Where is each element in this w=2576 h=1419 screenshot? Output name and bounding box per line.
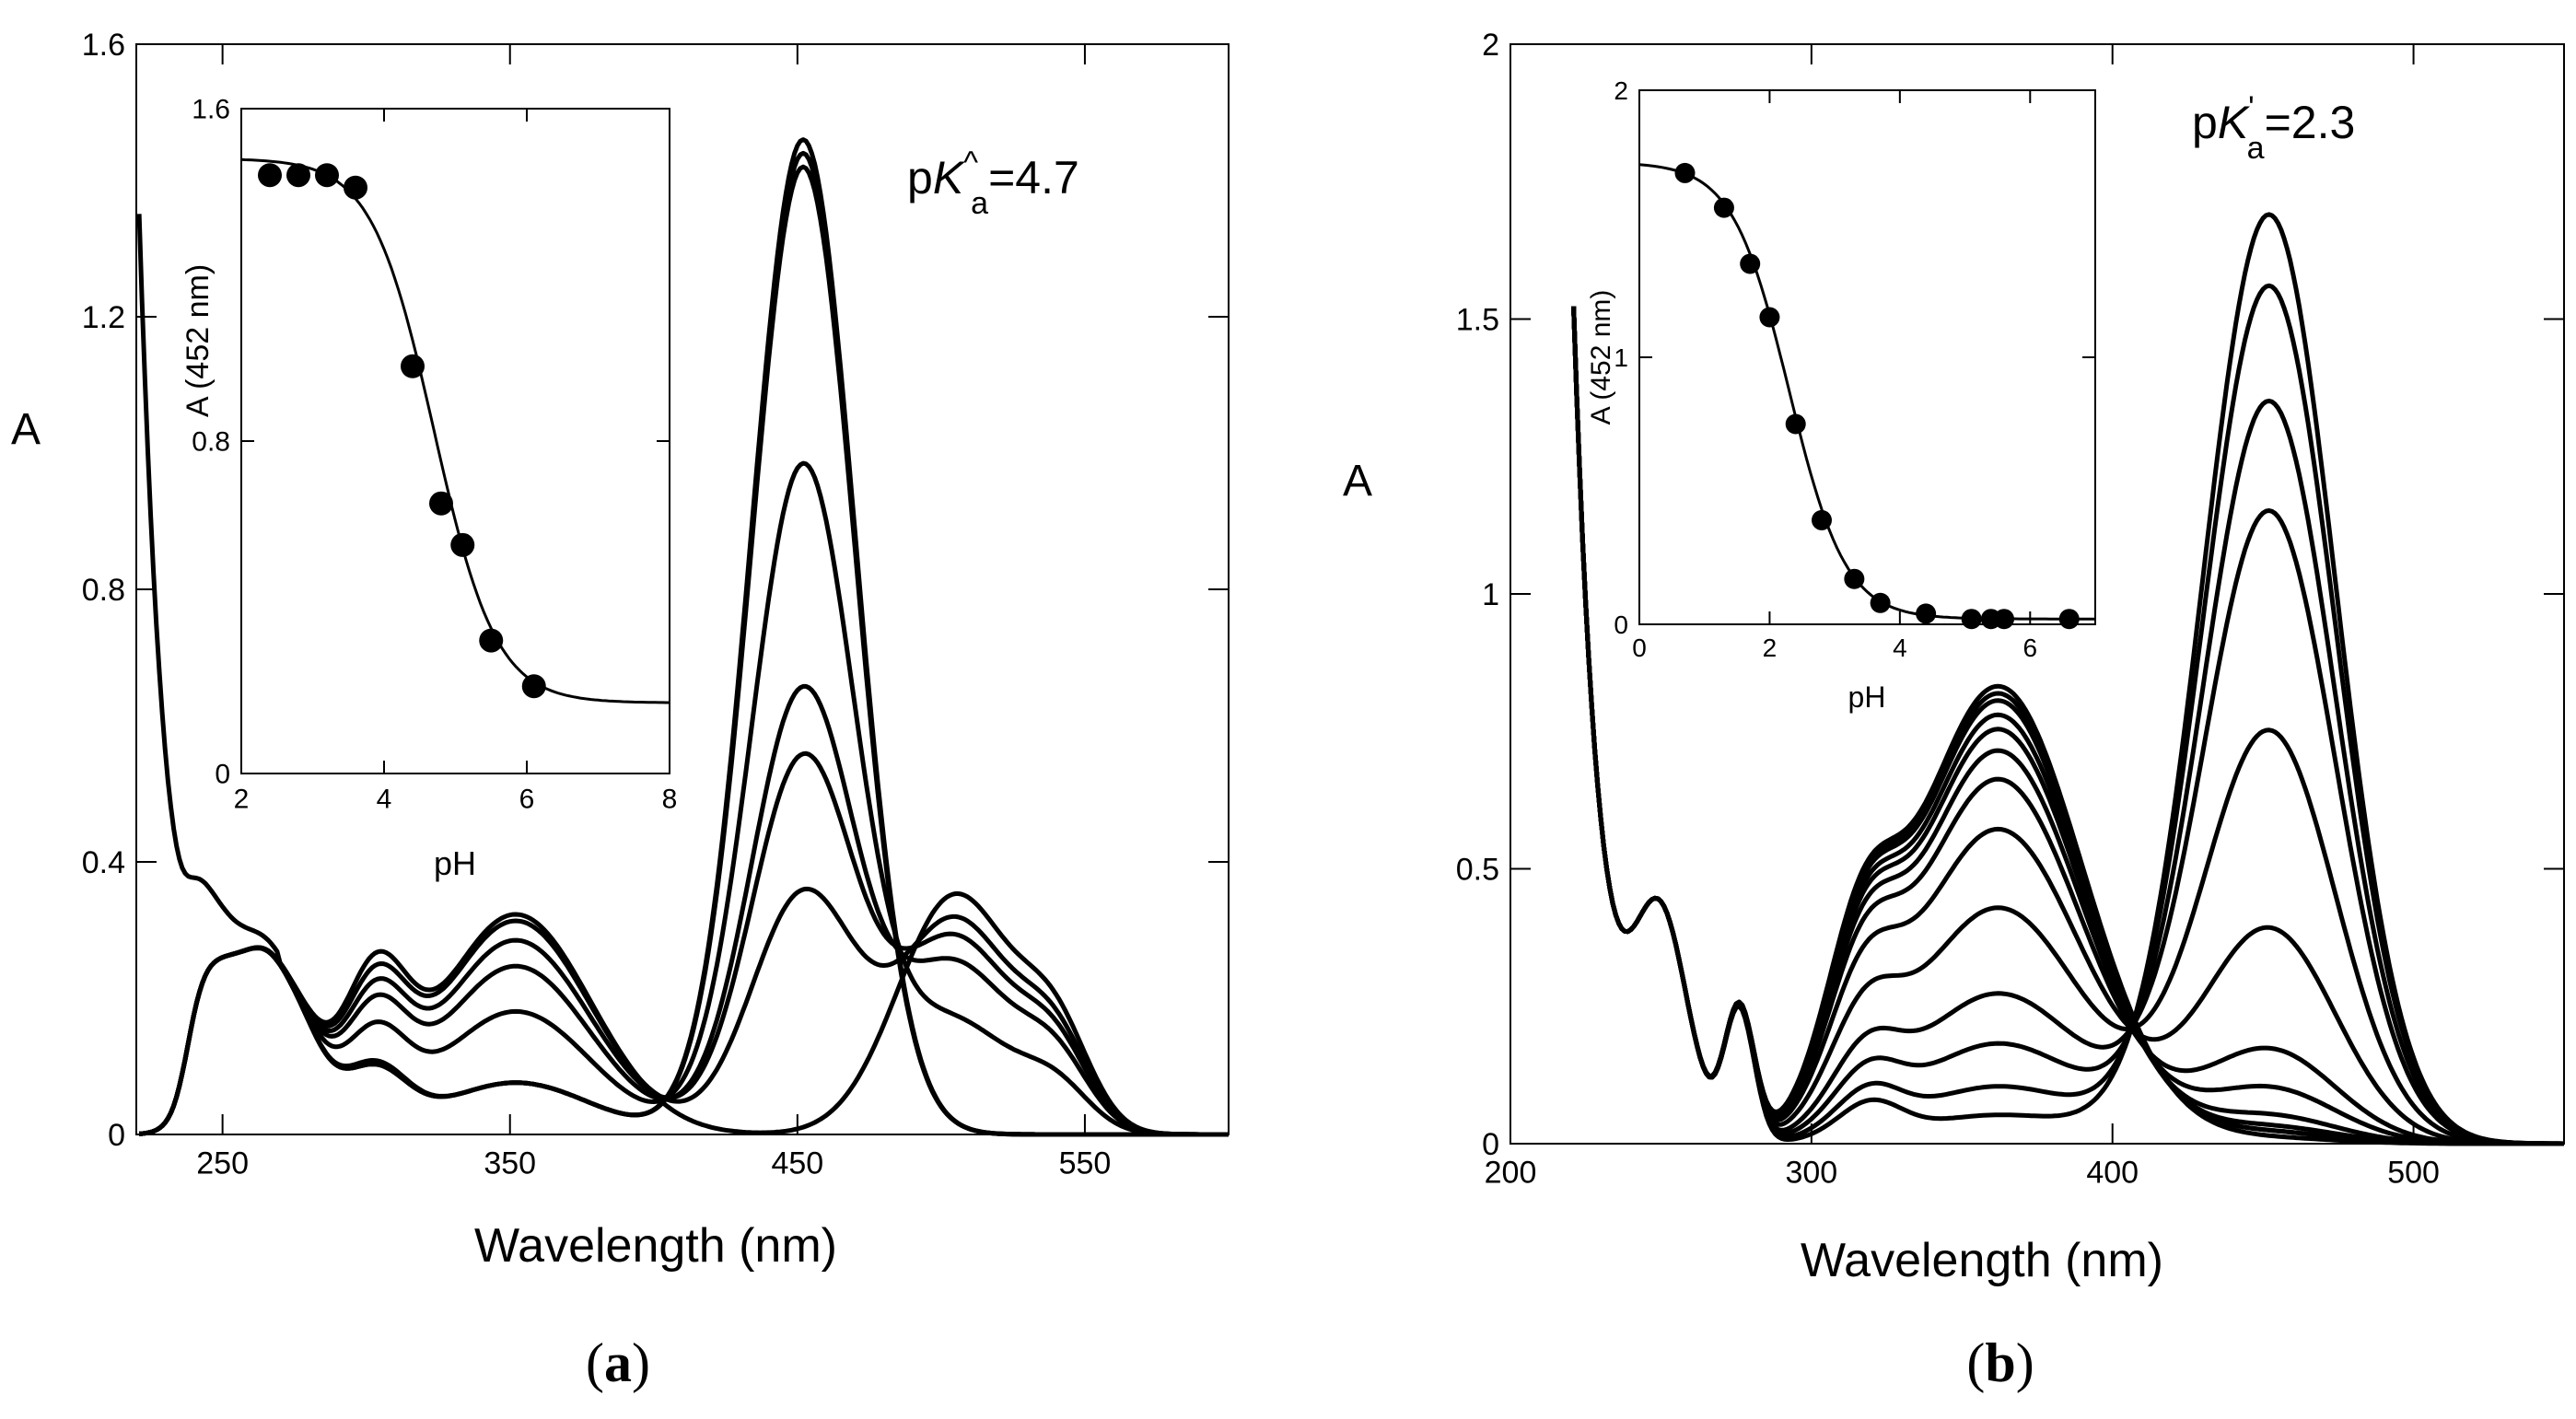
panel-b-inset-data-point xyxy=(1785,413,1806,435)
panel-a-y-label: A xyxy=(11,405,41,454)
panel-b-inset-y-tick-label: 2 xyxy=(1614,76,1628,105)
panel-a-inset-x-tick-label: 8 xyxy=(662,785,678,815)
panel-a-inset-x-label: pH xyxy=(434,844,476,882)
panel-a-inset-fit-curve xyxy=(240,157,670,704)
panel-b-inset-x-tick-label: 6 xyxy=(2022,634,2037,662)
panel-a-inset: 0 0.8 1.6 2 4 6 8 A (452 nm) pH xyxy=(181,95,677,883)
panel-a-inset-data-point xyxy=(450,532,475,557)
panel-b-inset-data-point xyxy=(1844,568,1865,589)
panel-a-inset-y-label: A (452 nm) xyxy=(181,264,216,417)
panel-b-inset-x-tick-label: 4 xyxy=(1893,634,1907,662)
panel-a-inset-y-tick-label: 1.6 xyxy=(192,95,230,125)
panel-a-x-ticks: 250 350 450 550 xyxy=(196,44,1111,1181)
panel-b-x-tick-label: 200 xyxy=(1485,1156,1537,1191)
panel-b-spectra xyxy=(1571,212,2565,1146)
panel-a-x-tick-label: 450 xyxy=(771,1146,823,1181)
panel-a-x-tick-label: 250 xyxy=(196,1146,249,1181)
panel-a-inset-data-point xyxy=(401,354,425,378)
panel-b-inset-data-point xyxy=(1916,603,1937,624)
panel-b-inset-data-point xyxy=(1740,253,1761,274)
panel-b-spectrum-line xyxy=(1571,306,2564,1146)
panel-b-inset-data-point xyxy=(1812,509,1832,530)
panel-a-inset-y-ticks: 0 0.8 1.6 xyxy=(192,95,670,790)
panel-a-inset-x-tick-label: 2 xyxy=(234,785,250,815)
panel-b-inset-points xyxy=(1674,162,2080,630)
panel-a-spectra xyxy=(136,137,1229,1137)
panel-b-x-label: Wavelength (nm) xyxy=(1801,1234,2163,1287)
panel-b-inset-x-label: pH xyxy=(1848,680,1886,714)
panel-a-inset-y-tick-label: 0 xyxy=(215,760,230,790)
panel-a-y-tick-label: 0 xyxy=(108,1118,125,1153)
panel-a-inset-x-tick-label: 6 xyxy=(519,785,535,815)
panel-a-inset-x-tick-label: 4 xyxy=(377,785,392,815)
panel-b-x-tick-label: 500 xyxy=(2387,1156,2440,1191)
panel-b: 00.511.52 200 300 400 500 A Wavelength (nm)… xyxy=(1343,28,2565,1393)
panel-a-spectrum-line xyxy=(138,164,1229,1137)
panel-a-y-tick-label: 0.8 xyxy=(82,573,125,608)
panel-b-inset-fit-curve xyxy=(1638,163,2095,621)
panel-b-y-tick-label: 0 xyxy=(1482,1127,1499,1162)
panel-a-inset-y-tick-label: 0.8 xyxy=(192,427,230,458)
panel-a-spectrum-line xyxy=(138,460,1229,1137)
panel-b-inset-y-label: A (452 nm) xyxy=(1586,290,1616,425)
panel-a-inset-points xyxy=(258,163,546,699)
panel-a-inset-data-point xyxy=(479,628,504,653)
panel-a-inset-frame xyxy=(240,108,670,774)
panel-b-y-label: A xyxy=(1343,457,1372,506)
panel-b-y-ticks: 0 0.5 1 1.5 2 xyxy=(1456,28,2564,1162)
panel-a-y-ticks: 0 0.4 0.8 1.2 1.6 xyxy=(82,28,1229,1153)
panel-a: 0 0.4 0.8 1.2 1.6 250 350 450 550 A Wavelength … xyxy=(11,28,1230,1393)
panel-a-inset-data-point xyxy=(521,674,546,699)
panel-b-x-tick-label: 300 xyxy=(1785,1156,1837,1191)
panel-a-inset-data-point xyxy=(258,163,282,188)
panel-a-inset-data-point xyxy=(429,491,453,516)
panel-b-inset-data-point xyxy=(1870,592,1891,613)
panel-a-y-tick-label: 1.2 xyxy=(82,300,125,335)
panel-a-x-label: Wavelength (nm) xyxy=(474,1219,837,1273)
panel-b-inset-data-point xyxy=(1759,307,1780,328)
panel-b-inset-y-tick-label: 1 xyxy=(1614,343,1628,372)
panel-a-inset-x-ticks: 2 4 6 8 xyxy=(234,109,678,815)
panel-b-inset-x-tick-label: 2 xyxy=(1763,634,1778,662)
panel-b-inset-x-tick-label: 0 xyxy=(1632,634,1647,662)
panel-b-inset-frame xyxy=(1638,89,2096,625)
panel-a-caption: (a) xyxy=(586,1332,650,1393)
panel-b-inset-y-tick-label: 0 xyxy=(1614,611,1628,639)
panel-b-inset-y-ticks: 0 1 2 xyxy=(1614,76,2095,639)
panel-b-inset-data-point xyxy=(2058,609,2080,630)
panel-b-y-tick-label: 0.5 xyxy=(1456,852,1499,887)
panel-b-inset-data-point xyxy=(1961,609,1982,630)
panel-a-spectrum-line xyxy=(138,886,1229,1137)
panel-b-inset-data-point xyxy=(1713,197,1734,218)
panel-b-inset: 0 1 2 0 2 4 6 A (452 nm) pH xyxy=(1586,76,2096,714)
panel-b-pka-annotation: pK' a=2.3 xyxy=(2192,90,2355,166)
panel-a-inset-data-point xyxy=(344,175,367,200)
panel-b-y-tick-label: 2 xyxy=(1482,28,1499,63)
panel-a-inset-data-point xyxy=(286,163,310,188)
panel-a-spectrum-line xyxy=(136,214,1229,1137)
panel-a-inset-data-point xyxy=(315,163,339,188)
panel-b-caption: (b) xyxy=(1966,1332,2034,1393)
panel-b-y-tick-label: 1 xyxy=(1482,577,1499,612)
panel-b-y-tick-label: 1.5 xyxy=(1456,302,1499,337)
panel-b-x-ticks: 200 300 400 500 xyxy=(1485,44,2440,1191)
panel-b-x-tick-label: 400 xyxy=(2086,1156,2139,1191)
panel-b-inset-data-point xyxy=(1674,162,1696,183)
panel-b-inset-data-point xyxy=(1994,609,2014,630)
panel-a-spectrum-line xyxy=(138,750,1229,1137)
panel-a-x-tick-label: 350 xyxy=(484,1146,536,1181)
panel-a-pka-annotation: pK^ a=4.7 xyxy=(907,145,1079,221)
panel-a-y-tick-label: 1.6 xyxy=(82,28,125,63)
panel-a-y-tick-label: 0.4 xyxy=(82,845,125,880)
panel-b-inset-x-ticks: 0 2 4 6 xyxy=(1632,90,2037,662)
panel-a-x-tick-label: 550 xyxy=(1059,1146,1112,1181)
